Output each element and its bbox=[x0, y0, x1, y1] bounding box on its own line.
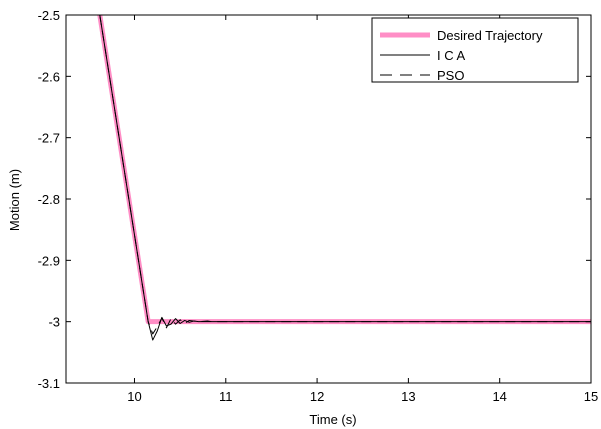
y-tick-label: -2.9 bbox=[38, 253, 60, 268]
series-line-pso bbox=[99, 15, 591, 335]
x-axis-title: Time (s) bbox=[309, 412, 356, 427]
x-tick-label: 14 bbox=[492, 389, 506, 404]
y-tick-label: -2.7 bbox=[38, 131, 60, 146]
y-axis-title: Motion (m) bbox=[7, 169, 22, 231]
y-tick-label: -2.5 bbox=[38, 8, 60, 23]
x-tick-label: 11 bbox=[219, 389, 233, 404]
legend-label-ica: I C A bbox=[437, 48, 466, 63]
y-tick-label: -3.1 bbox=[38, 376, 60, 391]
x-tick-label: 13 bbox=[401, 389, 415, 404]
legend-label-desired: Desired Trajectory bbox=[437, 28, 543, 43]
y-tick-label: -3 bbox=[48, 315, 60, 330]
series-line-ica bbox=[99, 15, 591, 341]
legend: Desired Trajectory I C A PSO bbox=[371, 17, 579, 83]
y-tick-label: -2.6 bbox=[38, 69, 60, 84]
y-tick-label: -2.8 bbox=[38, 192, 60, 207]
axis-ticks: 10 11 12 13 14 15 -2.5 -2.6 -2.7 -2.8 -2.9 -3 -3.1 bbox=[38, 8, 599, 404]
legend-label-pso: PSO bbox=[437, 68, 464, 83]
x-tick-label: 12 bbox=[310, 389, 324, 404]
x-tick-label: 15 bbox=[584, 389, 598, 404]
x-tick-label: 10 bbox=[127, 389, 141, 404]
legend-box bbox=[371, 17, 579, 83]
chart-marks bbox=[97, 15, 591, 341]
